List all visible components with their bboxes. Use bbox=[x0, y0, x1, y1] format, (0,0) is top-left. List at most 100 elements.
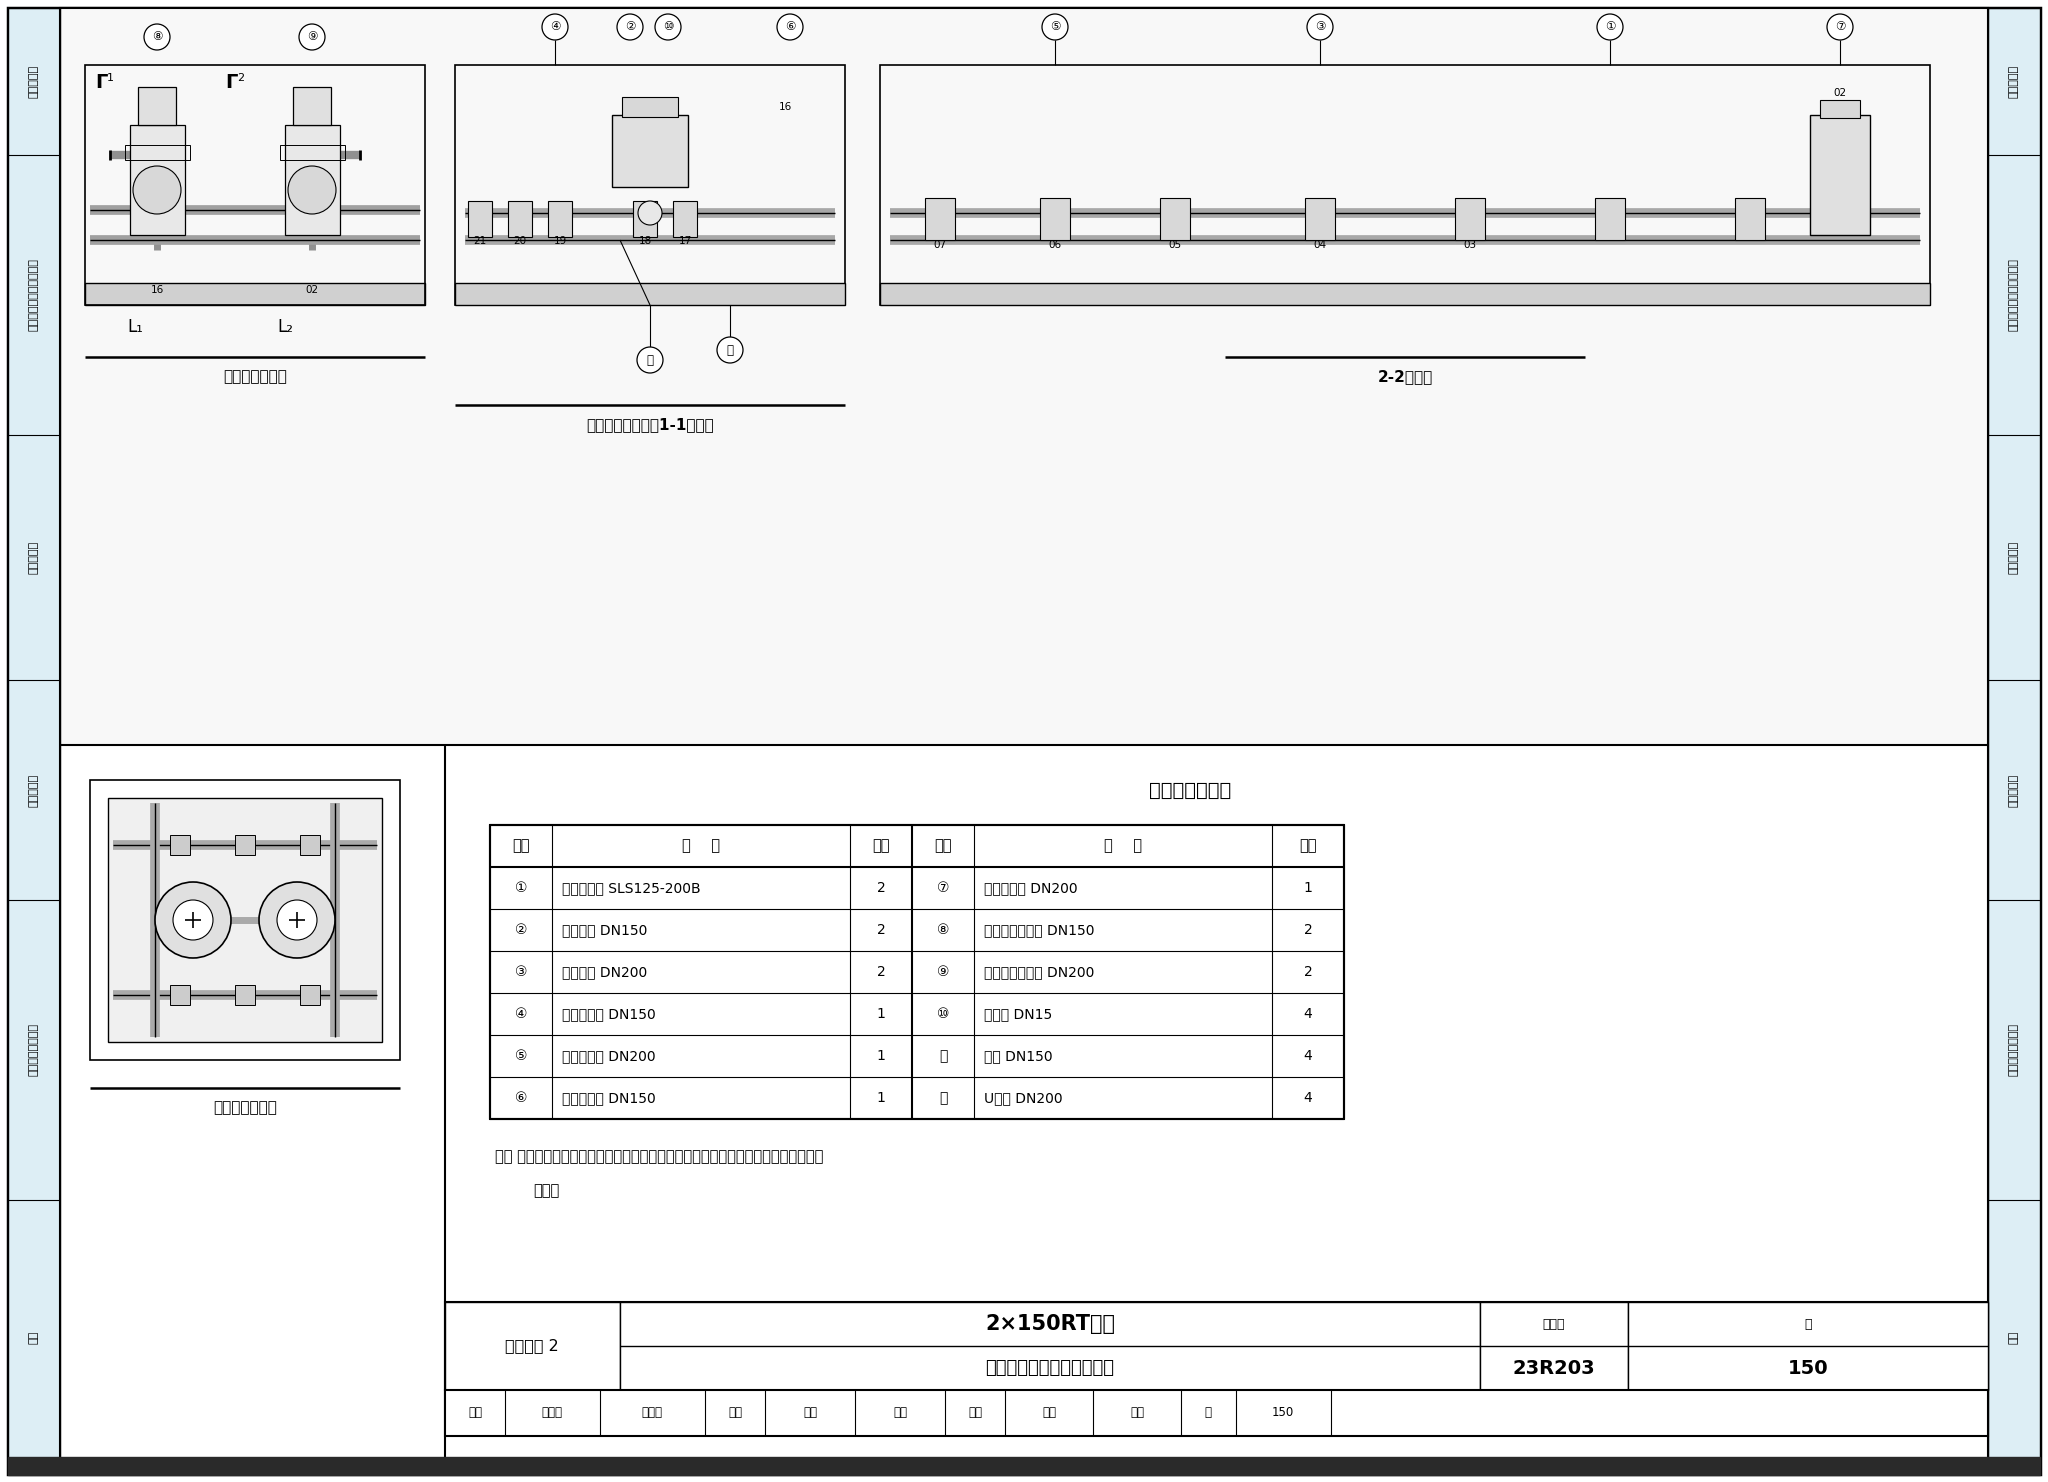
Text: 数量: 数量 bbox=[872, 839, 889, 854]
Text: ⑥: ⑥ bbox=[514, 1091, 526, 1106]
Text: 橡胶软接 DN200: 橡胶软接 DN200 bbox=[561, 965, 647, 980]
Circle shape bbox=[289, 166, 336, 213]
Bar bbox=[1159, 199, 1190, 240]
Circle shape bbox=[143, 24, 170, 50]
Text: 模块化机组: 模块化机组 bbox=[29, 65, 39, 98]
Text: 1: 1 bbox=[877, 1049, 885, 1063]
Text: 页: 页 bbox=[1804, 1317, 1812, 1331]
Bar bbox=[1735, 199, 1765, 240]
Bar bbox=[170, 986, 190, 1005]
Circle shape bbox=[717, 336, 743, 363]
Text: L₂: L₂ bbox=[276, 319, 293, 336]
Text: 2×150RT机房: 2×150RT机房 bbox=[985, 1315, 1114, 1334]
Bar bbox=[444, 1303, 1989, 1390]
Text: 附录: 附录 bbox=[29, 1331, 39, 1344]
Text: 整装式机房: 整装式机房 bbox=[29, 541, 39, 574]
Circle shape bbox=[776, 13, 803, 40]
Text: 泵组模块俧视图: 泵组模块俧视图 bbox=[213, 1101, 276, 1116]
Bar bbox=[1305, 199, 1335, 240]
Bar bbox=[881, 283, 1929, 305]
Bar bbox=[125, 145, 190, 160]
Text: 2: 2 bbox=[877, 923, 885, 937]
Text: 机房附属设备和管道配件: 机房附属设备和管道配件 bbox=[29, 258, 39, 332]
Text: 19: 19 bbox=[553, 236, 567, 246]
Circle shape bbox=[655, 13, 682, 40]
Text: Γ: Γ bbox=[94, 73, 106, 92]
Bar bbox=[1810, 116, 1870, 236]
Text: 1: 1 bbox=[877, 1006, 885, 1021]
Bar bbox=[285, 124, 340, 236]
Text: 和传: 和传 bbox=[1130, 1406, 1145, 1420]
Text: 20: 20 bbox=[514, 236, 526, 246]
Bar bbox=[633, 202, 657, 237]
Text: 23R203: 23R203 bbox=[1513, 1359, 1595, 1377]
Text: 峨珊张: 峨珊张 bbox=[641, 1406, 662, 1420]
Bar bbox=[8, 1457, 2040, 1475]
Bar bbox=[444, 1303, 621, 1390]
Text: 附录: 附录 bbox=[2009, 1331, 2019, 1344]
Bar bbox=[621, 1303, 1481, 1390]
Text: 04: 04 bbox=[1313, 240, 1327, 250]
Text: 整装式机房: 整装式机房 bbox=[2009, 541, 2019, 574]
Text: 数量: 数量 bbox=[1298, 839, 1317, 854]
Text: 150: 150 bbox=[1272, 1406, 1294, 1420]
Text: 03: 03 bbox=[1464, 240, 1477, 250]
Text: ⑦: ⑦ bbox=[1835, 21, 1845, 34]
Text: 泵组模块主视图: 泵组模块主视图 bbox=[223, 369, 287, 384]
Bar bbox=[299, 986, 319, 1005]
Text: 4: 4 bbox=[1305, 1049, 1313, 1063]
Bar bbox=[469, 202, 492, 237]
Bar bbox=[549, 202, 571, 237]
Text: ⑫: ⑫ bbox=[938, 1091, 946, 1106]
Text: 校对: 校对 bbox=[727, 1406, 741, 1420]
Text: 02: 02 bbox=[305, 285, 319, 295]
Bar bbox=[86, 65, 426, 305]
Text: 压力表 DN15: 压力表 DN15 bbox=[983, 1006, 1053, 1021]
Text: 2: 2 bbox=[238, 73, 244, 83]
Text: 管托 DN150: 管托 DN150 bbox=[983, 1049, 1053, 1063]
Text: ⑤: ⑤ bbox=[514, 1049, 526, 1063]
Text: 名    称: 名 称 bbox=[682, 839, 721, 854]
Circle shape bbox=[1827, 13, 1853, 40]
Circle shape bbox=[276, 900, 317, 940]
Text: 机房典型工程实例: 机房典型工程实例 bbox=[2009, 1024, 2019, 1076]
Text: 杨博: 杨博 bbox=[1042, 1406, 1057, 1420]
Text: ⑩: ⑩ bbox=[664, 21, 674, 34]
Circle shape bbox=[258, 882, 336, 957]
Bar bbox=[1454, 199, 1485, 240]
Bar bbox=[1595, 199, 1624, 240]
Text: ⑩: ⑩ bbox=[936, 1006, 950, 1021]
Bar bbox=[1989, 7, 2040, 1475]
Bar bbox=[59, 7, 1989, 745]
Text: 1: 1 bbox=[877, 1091, 885, 1106]
Text: 名    称: 名 称 bbox=[1104, 839, 1143, 854]
Text: 2: 2 bbox=[1305, 923, 1313, 937]
Bar bbox=[455, 65, 846, 305]
Text: 05: 05 bbox=[1169, 240, 1182, 250]
Bar bbox=[455, 283, 846, 305]
Bar bbox=[926, 199, 954, 240]
Text: 21: 21 bbox=[473, 236, 487, 246]
Bar bbox=[489, 825, 1343, 1119]
Text: 法兰式浡轮蝶阀 DN200: 法兰式浡轮蝶阀 DN200 bbox=[983, 965, 1094, 980]
Text: 序号: 序号 bbox=[934, 839, 952, 854]
Text: ②: ② bbox=[625, 21, 635, 34]
Circle shape bbox=[299, 24, 326, 50]
Text: 1: 1 bbox=[1305, 880, 1313, 895]
Bar bbox=[1040, 199, 1069, 240]
Bar bbox=[612, 116, 688, 187]
Text: 消声止回阀 DN200: 消声止回阀 DN200 bbox=[561, 1049, 655, 1063]
Text: 注： 装配式制冷机房的各预制构件应优先统一在工厂全自动生产线上进行工厂化加工: 注： 装配式制冷机房的各预制构件应优先统一在工厂全自动生产线上进行工厂化加工 bbox=[496, 1150, 823, 1165]
Text: 1: 1 bbox=[106, 73, 115, 83]
Text: 设计: 设计 bbox=[969, 1406, 981, 1420]
Text: 页: 页 bbox=[1204, 1406, 1212, 1420]
Text: ⑤: ⑤ bbox=[1051, 21, 1061, 34]
Text: 主索: 主索 bbox=[893, 1406, 907, 1420]
Text: ①: ① bbox=[514, 880, 526, 895]
Bar bbox=[281, 145, 344, 160]
Text: 赵黛: 赵黛 bbox=[803, 1406, 817, 1420]
Text: 制作。: 制作。 bbox=[532, 1184, 559, 1199]
Circle shape bbox=[133, 166, 180, 213]
Text: 橡胶软接 DN150: 橡胶软接 DN150 bbox=[561, 923, 647, 937]
Circle shape bbox=[1307, 13, 1333, 40]
